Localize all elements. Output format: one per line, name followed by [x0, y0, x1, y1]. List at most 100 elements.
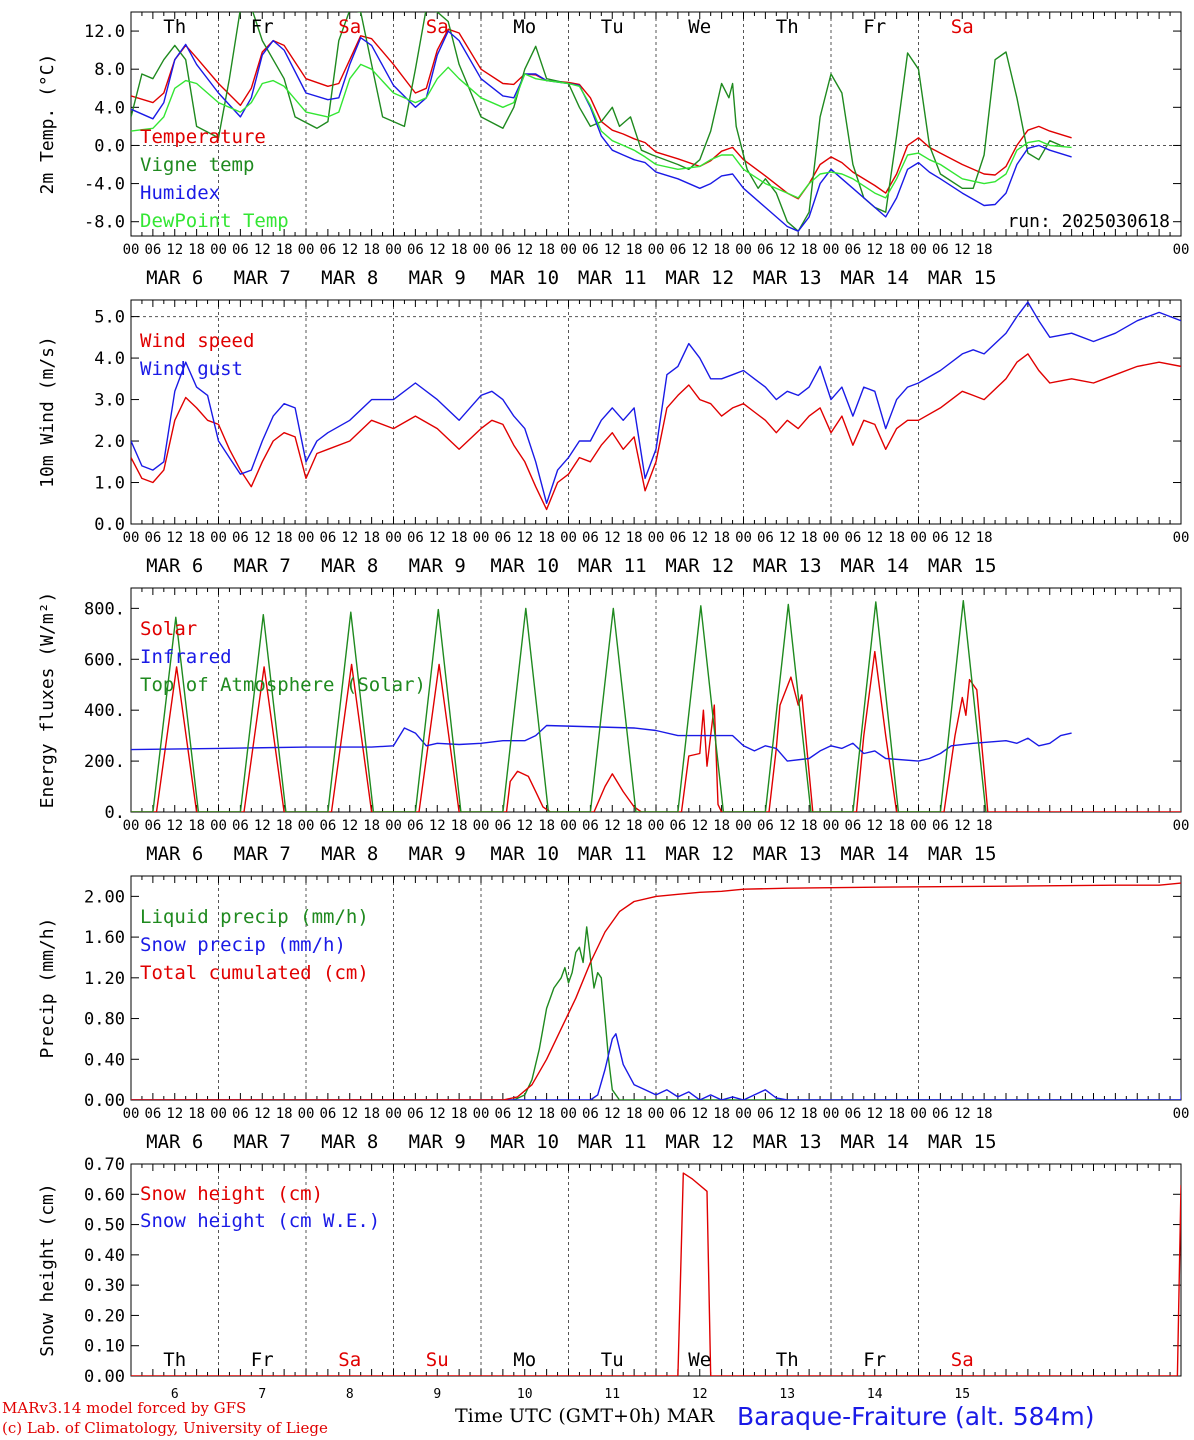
series-line-dewpoint-temp: [131, 63, 1072, 199]
hour-label: 06: [582, 1106, 599, 1122]
hour-label: 18: [451, 242, 468, 258]
y-tick-label: 4.0: [94, 349, 125, 369]
legend-entry: Top of Atmosphere (Solar): [140, 674, 426, 696]
date-label: MAR 8: [321, 555, 378, 577]
hour-label: 12: [166, 242, 183, 258]
hour-label: 00: [298, 242, 315, 258]
run-annotation: run: 2025030618: [1007, 211, 1170, 232]
hour-label: 00: [385, 818, 402, 834]
hour-label: 18: [976, 1106, 993, 1122]
hour-label: 12: [429, 242, 446, 258]
hour-label: 12: [604, 242, 621, 258]
hour-label: 00: [473, 242, 490, 258]
hour-label: 18: [801, 1106, 818, 1122]
y-tick-label: 12.0: [84, 22, 125, 42]
hour-label: 06: [757, 818, 774, 834]
weekday-label: Sa: [426, 16, 449, 38]
month-label: MAR: [666, 1405, 715, 1427]
hour-label: 00: [385, 530, 402, 546]
hour-label: 06: [757, 1106, 774, 1122]
weekday-label: Fr: [251, 1349, 274, 1371]
hour-label: 00: [385, 242, 402, 258]
y-tick-label: 400.: [84, 701, 125, 721]
hour-label: 00: [1173, 530, 1190, 546]
hour-label: 06: [582, 818, 599, 834]
hour-label: 18: [538, 530, 555, 546]
hour-label: 12: [166, 818, 183, 834]
date-label: MAR 10: [490, 267, 559, 289]
hour-label: 00: [298, 818, 315, 834]
hour-label: 00: [560, 818, 577, 834]
hour-label: 12: [254, 242, 271, 258]
hour-label: 18: [188, 530, 205, 546]
panel-frame: [130, 11, 1182, 237]
hour-label: 06: [232, 818, 249, 834]
y-tick-label: -8.0: [84, 213, 125, 233]
hour-label: 12: [691, 1106, 708, 1122]
y-tick-label: 0.20: [84, 1306, 125, 1326]
hour-label: 18: [363, 530, 380, 546]
series-line-top-of-atmosphere-solar-: [131, 600, 987, 812]
weekday-label: We: [688, 1349, 711, 1371]
hour-label: 18: [538, 818, 555, 834]
date-label: MAR 12: [665, 1131, 734, 1153]
series-line-infrared: [131, 724, 1072, 762]
hour-label: 06: [407, 242, 424, 258]
hour-label: 00: [473, 530, 490, 546]
hour-label: 18: [451, 1106, 468, 1122]
panel-2: 5.0 4.0 3.0 2.0 1.0 0.0 10m Wind (m/s) Wind spe…: [37, 299, 1190, 577]
hour-label: 06: [319, 1106, 336, 1122]
hour-label: 18: [188, 242, 205, 258]
hour-label: 12: [516, 818, 533, 834]
hour-label: 06: [494, 242, 511, 258]
day-number-label: 9: [433, 1387, 441, 1402]
date-label: MAR 14: [840, 267, 909, 289]
panel-3: 800. 600. 400. 200. 0. Energy fluxes (W/m²) So…: [37, 587, 1189, 865]
hour-label: 06: [669, 242, 686, 258]
weekday-label: Th: [163, 16, 186, 38]
legend-entry: Infrared: [140, 646, 232, 668]
date-label: MAR 12: [665, 267, 734, 289]
hour-label: 06: [494, 530, 511, 546]
hour-label: 06: [232, 242, 249, 258]
legend-entry: DewPoint Temp: [140, 210, 289, 232]
date-label: MAR 12: [665, 555, 734, 577]
hour-label: 12: [254, 530, 271, 546]
hour-label: 00: [1173, 1106, 1190, 1122]
series-line-solar: [131, 650, 1181, 812]
hour-label: 06: [582, 242, 599, 258]
weekday-label: Sa: [951, 1349, 974, 1371]
date-label: MAR 8: [321, 267, 378, 289]
hour-label: 06: [844, 530, 861, 546]
hour-label: 18: [888, 1106, 905, 1122]
hour-label: 12: [604, 530, 621, 546]
hour-label: 18: [626, 242, 643, 258]
hour-label: 06: [319, 818, 336, 834]
weekday-label: Mo: [513, 16, 536, 38]
time-axis-title: Time UTC (GMT+0h): [455, 1405, 661, 1427]
hour-label: 12: [779, 242, 796, 258]
hour-label: 06: [844, 242, 861, 258]
hour-label: 00: [648, 1106, 665, 1122]
legend-entry: Vigne temp: [140, 154, 254, 176]
hour-label: 06: [669, 1106, 686, 1122]
weekday-label: Th: [776, 16, 799, 38]
hour-label: 06: [407, 530, 424, 546]
series-line-wind-speed: [131, 353, 1181, 511]
hour-label: 00: [210, 242, 227, 258]
model-credit-line-2: (c) Lab. of Climatology, University of L…: [2, 1419, 328, 1437]
day-number-label: 15: [954, 1387, 970, 1402]
hour-label: 00: [648, 818, 665, 834]
hour-label: 18: [888, 242, 905, 258]
hour-label: 00: [123, 530, 140, 546]
series-group: [131, 12, 1072, 232]
date-label: MAR 11: [578, 555, 647, 577]
legend-entry: Snow height (cm): [140, 1183, 323, 1205]
hour-label: 12: [254, 1106, 271, 1122]
hour-label: 18: [801, 242, 818, 258]
y-tick-label: 0.80: [84, 1010, 125, 1030]
hour-label: 00: [473, 1106, 490, 1122]
hour-label: 18: [538, 242, 555, 258]
hour-label: 12: [516, 530, 533, 546]
date-label: MAR 7: [234, 267, 291, 289]
